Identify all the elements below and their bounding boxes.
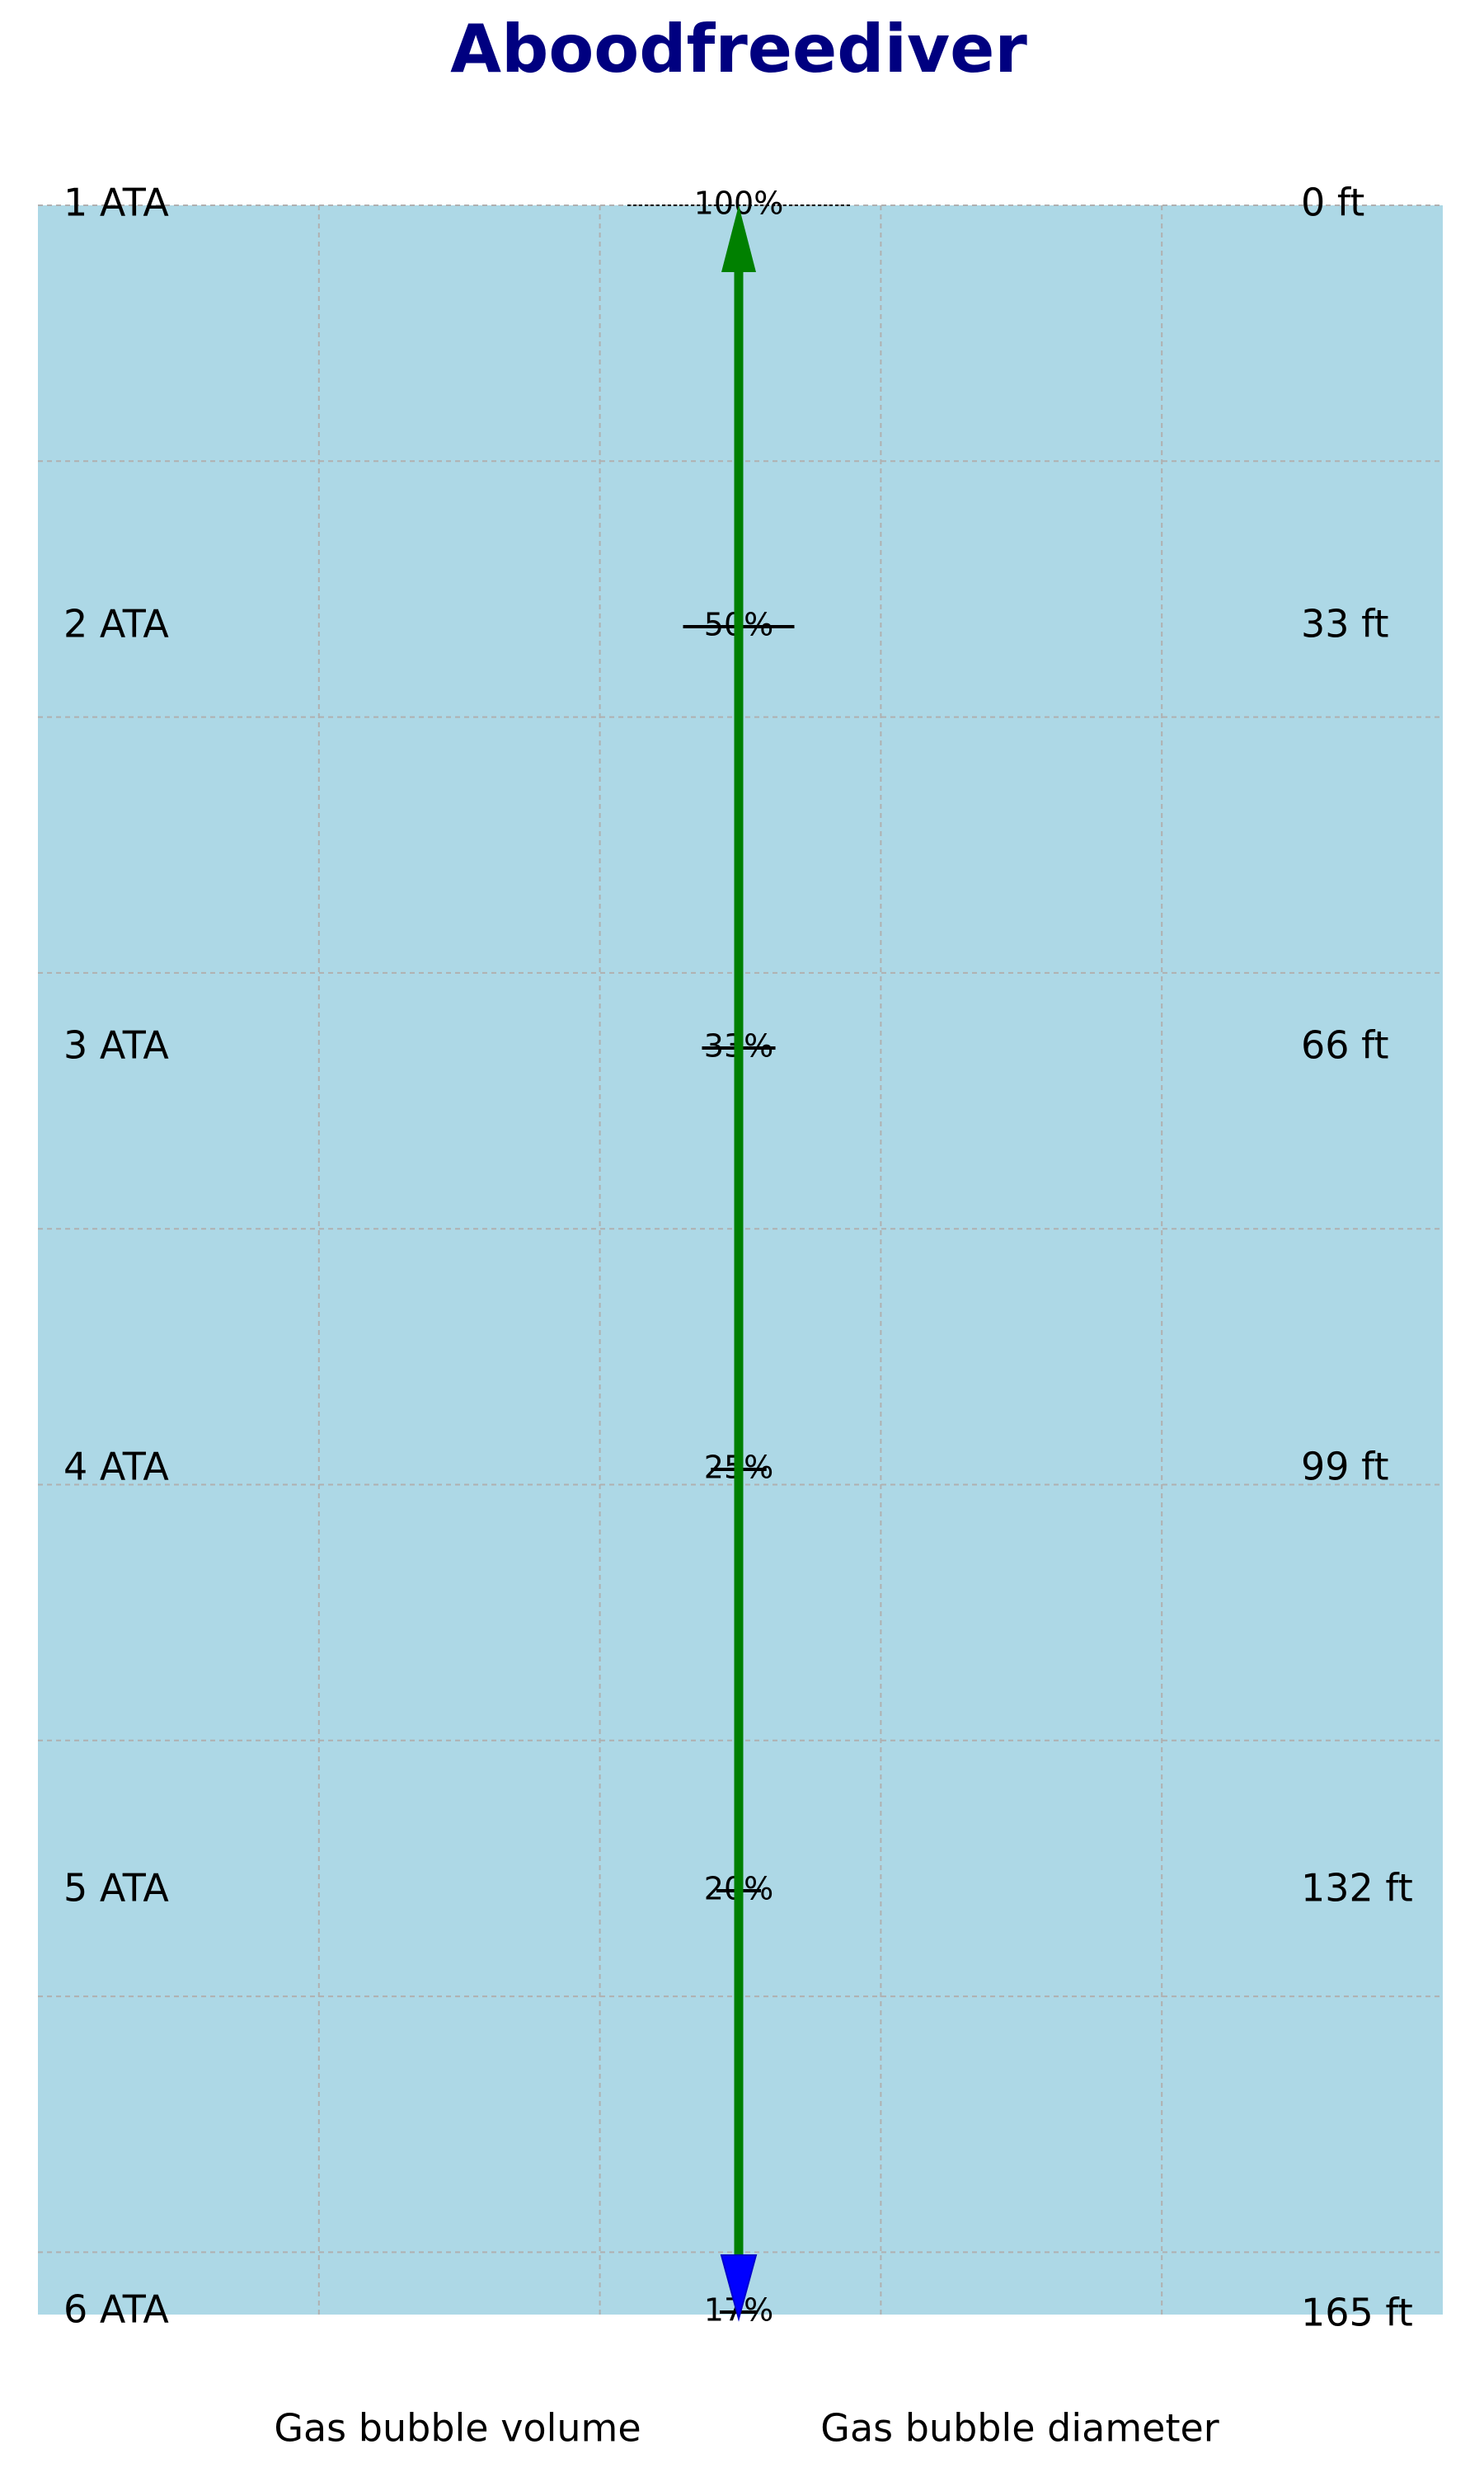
- depth-label: 0 ft: [1301, 181, 1364, 225]
- footer-label: Gas bubble volume: [274, 2406, 641, 2451]
- pressure-label: 1 ATA: [63, 181, 169, 225]
- pressure-label: 2 ATA: [63, 602, 169, 646]
- pressure-label: 5 ATA: [63, 1866, 169, 1911]
- title: Aboodfreediver: [450, 11, 1027, 87]
- depth-label: 165 ft: [1301, 2291, 1413, 2335]
- ascent-arrow-head: [721, 205, 756, 272]
- pressure-label: 6 ATA: [63, 2287, 169, 2332]
- depth-label: 132 ft: [1301, 1866, 1413, 1911]
- footer-label: Gas bubble diameter: [820, 2406, 1219, 2451]
- pressure-label: 4 ATA: [63, 1445, 169, 1489]
- depth-label: 99 ft: [1301, 1445, 1389, 1489]
- depth-label: 66 ft: [1301, 1023, 1389, 1068]
- descent-arrow-head: [720, 2254, 758, 2322]
- depth-label: 33 ft: [1301, 602, 1389, 646]
- pressure-label: 3 ATA: [63, 1023, 169, 1068]
